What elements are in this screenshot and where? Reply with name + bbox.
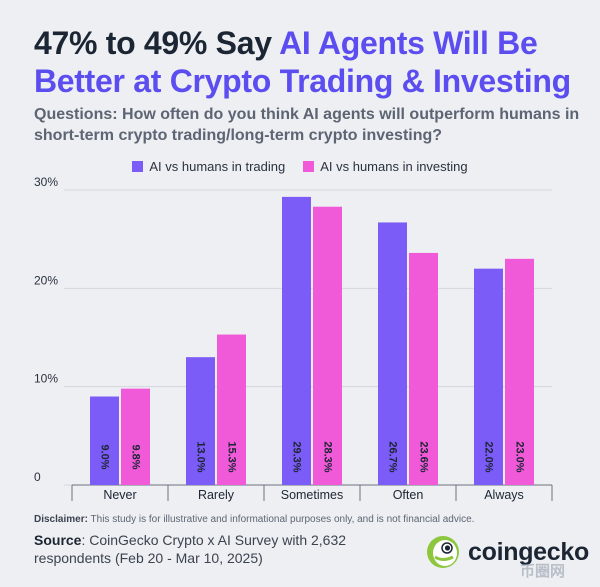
bar xyxy=(378,222,407,485)
bar-value-label: 9.0% xyxy=(99,444,111,469)
y-tick-label: 0 xyxy=(34,470,41,484)
bar xyxy=(186,357,215,485)
x-category-label: Often xyxy=(393,488,424,502)
legend-item-trading: AI vs humans in trading xyxy=(132,159,285,174)
bar xyxy=(409,252,438,485)
bar xyxy=(313,206,342,485)
bar-value-label: 28.3% xyxy=(322,441,334,472)
source-note: Source: CoinGecko Crypto x AI Survey wit… xyxy=(34,531,394,567)
gecko-logo-icon xyxy=(427,536,459,568)
chart-subtitle: Questions: How often do you think AI age… xyxy=(34,106,580,144)
bar-value-label: 15.3% xyxy=(226,441,238,472)
bar xyxy=(282,196,311,485)
legend-label-investing: AI vs humans in investing xyxy=(320,159,468,174)
legend-item-investing: AI vs humans in investing xyxy=(303,159,468,174)
disclaimer-text: This study is for illustrative and infor… xyxy=(87,514,475,525)
bar xyxy=(474,268,503,485)
y-tick-label: 10% xyxy=(34,372,58,386)
site-watermark: 币圈网 xyxy=(520,563,566,580)
x-category-label: Sometimes xyxy=(281,488,344,502)
y-tick-label: 30% xyxy=(34,175,58,189)
legend: AI vs humans in trading AI vs humans in … xyxy=(0,159,600,174)
bar-value-label: 22.0% xyxy=(483,441,495,472)
chart-title: 47% to 49% Say AI Agents Will Be Better … xyxy=(34,24,594,100)
title-highlight: AI Agents Will Be Better at Crypto Tradi… xyxy=(34,25,571,99)
bar-value-label: 29.3% xyxy=(291,441,303,472)
bar-value-label: 13.0% xyxy=(195,441,207,472)
x-category-label: Always xyxy=(484,488,524,502)
y-tick-label: 20% xyxy=(34,273,58,287)
bar-value-label: 23.0% xyxy=(514,441,526,472)
brand-name: coingecko xyxy=(468,537,589,566)
title-lead: 47% to 49% Say xyxy=(34,25,280,61)
legend-swatch-trading xyxy=(132,161,144,172)
bar-value-label: 23.6% xyxy=(418,441,430,472)
x-category-label: Rarely xyxy=(198,488,235,502)
bar xyxy=(90,396,119,485)
bar xyxy=(505,258,534,485)
legend-label-trading: AI vs humans in trading xyxy=(149,159,286,174)
coingecko-brand[interactable]: coingecko xyxy=(426,535,589,569)
x-category-label: Never xyxy=(103,488,136,502)
bar xyxy=(121,388,150,485)
source-text: : CoinGecko Crypto x AI Survey with 2,63… xyxy=(34,532,347,566)
bar-value-label: 26.7% xyxy=(387,441,399,472)
bar xyxy=(217,334,246,485)
source-label: Source xyxy=(34,532,82,548)
legend-swatch-investing xyxy=(303,161,315,172)
disclaimer-label: Disclaimer: xyxy=(34,514,88,525)
bar-value-label: 9.8% xyxy=(130,444,142,469)
bar-chart: 0 10% 20% 30% 9.0% 9.8% Never 13.0% 15.3% Rarely 2… xyxy=(34,175,553,502)
disclaimer: Disclaimer: This study is for illustrati… xyxy=(34,514,594,525)
